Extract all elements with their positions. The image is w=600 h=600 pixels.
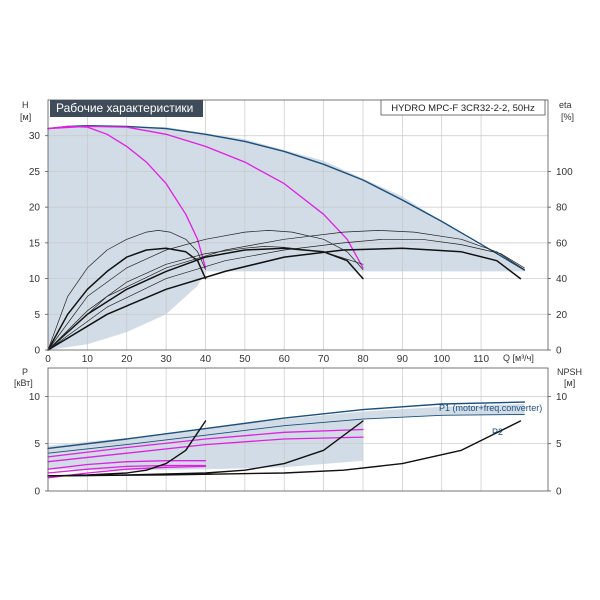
top-y-left-tick-label: 10 <box>29 274 41 285</box>
p2-curve-label: P2 <box>492 427 503 437</box>
product-label-box <box>380 99 546 116</box>
bot-y-right-tick-label: 0 <box>556 487 562 498</box>
x-tick-label: 40 <box>200 354 212 365</box>
top-y-left-tick-label: 0 <box>34 346 40 357</box>
curve-eta-two-pumps <box>47 247 364 351</box>
head-panel: 0 5 10 15 20 25 30 0 20 40 60 80 100 0 10 20 30 40 50 60 70 8… <box>20 99 574 365</box>
curve-envelope-H <box>47 124 526 271</box>
top-y-right-tick-label: 80 <box>556 203 568 214</box>
power-tick-labels: 0 5 10 0 5 10 <box>29 392 568 498</box>
power-operating-area <box>48 404 525 471</box>
curve-P2-one-pump <box>47 464 207 474</box>
bot-operating-area-shape <box>48 404 525 471</box>
curve-NPSH-three-pumps <box>47 420 522 477</box>
x-tick-label: 10 <box>82 354 94 365</box>
power-plot-frame <box>47 367 549 492</box>
x-tick-label: 20 <box>121 354 133 365</box>
head-tick-labels: 0 5 10 15 20 25 30 0 20 40 60 80 100 0 10 20 30 40 50 60 70 8… <box>29 131 573 365</box>
chart-title: Рабочие характеристики <box>56 101 193 115</box>
y-axis-right-unit-eta: [%] <box>561 112 574 122</box>
x-tick-label: 80 <box>357 354 369 365</box>
x-tick-label: 30 <box>161 354 173 365</box>
top-operating-area-shape <box>48 126 525 351</box>
p1-curve-label: P1 (motor+freq.converter) <box>439 403 542 413</box>
top-y-left-tick-label: 25 <box>29 167 41 178</box>
x-tick-label: 90 <box>397 354 409 365</box>
top-y-left-tick-label: 30 <box>29 131 41 142</box>
top-y-right-tick-label: 0 <box>556 346 562 357</box>
top-y-left-tick-label: 15 <box>29 238 41 249</box>
y-axis-left-unit-head: [м] <box>20 112 31 122</box>
head-plot-frame <box>47 99 549 351</box>
curve-P1-one-pump <box>47 460 207 470</box>
x-tick-label: 0 <box>45 354 51 365</box>
head-series <box>47 124 526 351</box>
curve-P1-two-pumps <box>47 428 364 458</box>
bot-y-right-tick-label: 10 <box>556 392 568 403</box>
bot-y-right-tick-label: 5 <box>556 439 562 450</box>
top-y-right-tick-label: 100 <box>556 167 573 178</box>
y-axis-left-label-power: P <box>22 367 28 377</box>
x-tick-label: 50 <box>239 354 251 365</box>
curve-eta-one-pump <box>47 247 207 351</box>
curve-eta-thin-3 <box>47 230 525 351</box>
bot-y-left-tick-label: 5 <box>34 439 40 450</box>
curve-P2-total <box>47 413 525 454</box>
y-axis-right-label-eta: eta <box>559 100 572 110</box>
curve-eta-thin-5 <box>47 238 525 351</box>
curve-P2-two-pumps <box>47 436 364 463</box>
x-tick-label: 70 <box>318 354 330 365</box>
curve-P1-total <box>47 401 526 450</box>
top-y-right-tick-label: 60 <box>556 238 568 249</box>
x-tick-label: 60 <box>279 354 291 365</box>
x-tick-label: 110 <box>473 354 489 365</box>
y-axis-right-unit-npsh: [м] <box>564 378 575 388</box>
top-y-left-tick-label: 5 <box>34 310 40 321</box>
product-label: HYDRO MPC-F 3CR32-2-2, 50Hz <box>391 103 535 114</box>
curve-eta-thin-2 <box>47 230 364 351</box>
y-axis-right-label-npsh: NPSH <box>557 367 582 377</box>
head-operating-area <box>48 126 525 351</box>
curve-eta-three-pumps <box>47 247 522 351</box>
y-axis-left-unit-power: [кВт] <box>14 378 33 388</box>
bot-y-left-tick-label: 10 <box>29 392 41 403</box>
top-y-right-tick-label: 40 <box>556 274 568 285</box>
top-y-right-tick-label: 20 <box>556 310 568 321</box>
curve-H-two-pumps <box>47 125 364 269</box>
x-tick-label: 100 <box>433 354 450 365</box>
head-grid <box>48 100 548 350</box>
power-panel: 0 5 10 0 5 10 P [кВт] NPSH [м] P1 (motor+freq… <box>14 367 582 498</box>
curve-eta-thin-4 <box>47 246 364 351</box>
y-axis-left-label-head: H <box>22 100 29 110</box>
x-axis-label: Q [м³/ч] <box>503 353 534 363</box>
power-series <box>47 401 526 479</box>
bot-y-left-tick-label: 0 <box>34 487 40 498</box>
top-y-left-tick-label: 20 <box>29 203 41 214</box>
chart-title-box <box>50 100 203 117</box>
